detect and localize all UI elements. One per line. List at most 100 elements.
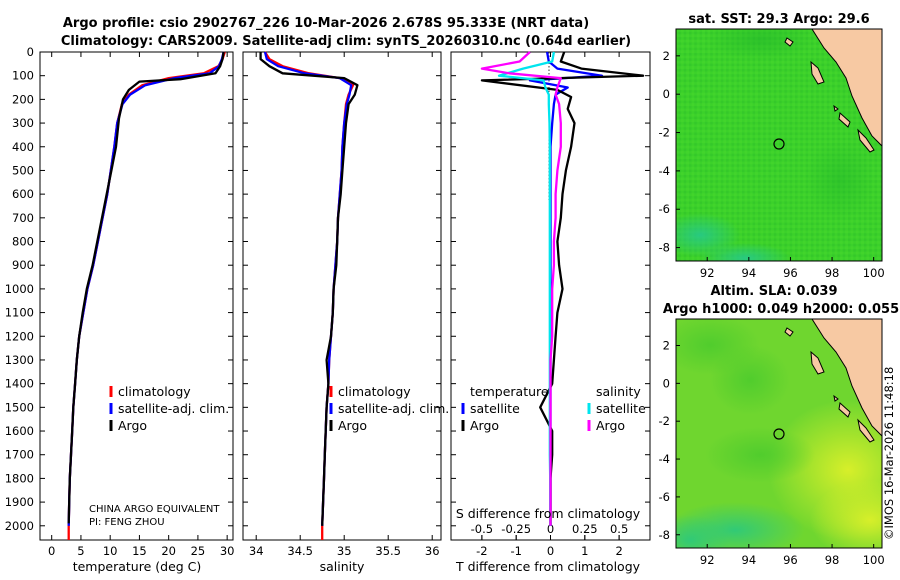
- series-line-satellite-adj-clim-: [263, 51, 353, 526]
- x-tick-label: 1: [581, 544, 588, 558]
- x-tick-label: -2: [476, 544, 487, 558]
- x-tick-label: -1: [510, 544, 521, 558]
- temperature-axes-frame: [39, 51, 234, 541]
- salinity-xlabel: salinity: [320, 559, 365, 574]
- map-y-tick-label: -2: [659, 414, 670, 428]
- sla-map-frame: [675, 318, 883, 549]
- sla-map-y-ticks: 2 0 -2 -4 -6 -8: [659, 338, 680, 542]
- depth-y-ticks: 0 100 200 300 400 500 600 700 800 900 1000 1100 1200…: [5, 45, 233, 533]
- y-tick-label: 400: [12, 140, 34, 154]
- difference-panel: -2 -1 0 1 2 -0.5 -0.25 0 0.25 0.5 T difference f…: [450, 51, 651, 574]
- temperature-panel: 0 5 10 15 20 25 30 0 100 200 300 400 500 600 700 800 90…: [5, 45, 235, 574]
- sla-map-subtitle: Argo h1000: 0.049 h2000: 0.055: [663, 302, 899, 317]
- salinity-legend: climatology satellite-adj. clim. Argo: [329, 384, 449, 433]
- simeulue-island: [784, 327, 794, 337]
- salinity-lines: [259, 51, 359, 540]
- salinity-axes-frame: [242, 51, 442, 541]
- legend-satellite-label: satellite-adj. clim.: [338, 401, 449, 416]
- series-line-salinity-argo: [480, 51, 562, 526]
- legend-t-argo-label: Argo: [470, 418, 499, 433]
- annotation-pi: PI: FENG ZHOU: [89, 517, 165, 528]
- x-tick-label: 36: [425, 544, 440, 558]
- nias-island: [810, 350, 825, 375]
- y-tick-label: 1400: [5, 377, 34, 391]
- y-tick-label: 1500: [5, 400, 34, 414]
- map-x-tick-label: 94: [742, 266, 757, 280]
- argo-position-marker: [773, 428, 785, 440]
- map-x-tick-label: 94: [742, 553, 757, 567]
- map-x-tick-label: 98: [825, 266, 840, 280]
- y-tick-label: 900: [12, 258, 34, 272]
- series-line-satellite-adj-clim-: [67, 51, 225, 526]
- legend-satellite-label: satellite-adj. clim.: [118, 401, 229, 416]
- map-x-tick-label: 98: [825, 553, 840, 567]
- x-tick-label: 2: [615, 544, 622, 558]
- sla-map-title: Altim. SLA: 0.039: [711, 284, 838, 299]
- x2-tick-label: -0.25: [501, 522, 531, 536]
- difference-y-ticks: [451, 51, 650, 527]
- series-line-argo: [67, 51, 225, 524]
- y-tick-label: 800: [12, 235, 34, 249]
- pagai-island: [857, 418, 875, 443]
- legend-climatology-label: climatology: [118, 384, 191, 399]
- y-tick-label: 1200: [5, 329, 34, 343]
- map-y-tick-label: -8: [659, 241, 670, 255]
- batu-island: [833, 104, 839, 112]
- x-tick-label: 25: [191, 544, 206, 558]
- map-y-tick-label: 2: [663, 338, 670, 352]
- temperature-x-ticks: 0 5 10 15 20 25 30: [48, 52, 234, 558]
- siberut-island: [838, 112, 851, 128]
- sumatra-land: [811, 29, 882, 147]
- salinity-x-ticks: 34 34.5 35 35.5 36: [249, 52, 440, 558]
- y-tick-label: 1800: [5, 471, 34, 485]
- y-tick-label: 1000: [5, 282, 34, 296]
- s-difference-xlabel: S difference from climatology: [456, 506, 641, 521]
- y-tick-label: 1300: [5, 353, 34, 367]
- y-tick-label: 1600: [5, 424, 34, 438]
- sla-field: [676, 319, 882, 548]
- series-line-temperature-satellite: [528, 51, 604, 526]
- x-tick-label: 0: [547, 544, 554, 558]
- y-tick-label: 600: [12, 187, 34, 201]
- x-tick-label: 34: [249, 544, 264, 558]
- argo-position-marker: [773, 138, 785, 150]
- pagai-island: [857, 128, 875, 153]
- x-tick-label: 10: [103, 544, 118, 558]
- sst-map-title: sat. SST: 29.3 Argo: 29.6: [688, 12, 869, 27]
- map-x-tick-label: 96: [783, 266, 798, 280]
- x-tick-label: 30: [220, 544, 235, 558]
- y-tick-label: 2000: [5, 519, 34, 533]
- map-y-tick-label: -2: [659, 126, 670, 140]
- series-line-argo: [259, 52, 359, 526]
- x-tick-label: 15: [132, 544, 147, 558]
- sumatra-land: [811, 319, 882, 437]
- legend-salinity-heading: salinity: [596, 384, 641, 399]
- temperature-xlabel: temperature (deg C): [73, 559, 202, 574]
- imos-credit: ©IMOS 16-Mar-2026 11:48:18: [882, 367, 896, 540]
- map-y-tick-label: -4: [659, 164, 670, 178]
- x-tick-label: 20: [161, 544, 176, 558]
- sla-map-x-ticks: 92 94 96 98 100: [700, 544, 885, 567]
- difference-lines: [480, 51, 645, 526]
- map-y-tick-label: 0: [663, 87, 670, 101]
- sst-map-x-ticks: 92 94 96 98 100: [700, 257, 885, 280]
- y-tick-label: 700: [12, 211, 34, 225]
- map-y-tick-label: -6: [659, 490, 670, 504]
- legend-t-satellite-label: satellite: [470, 401, 520, 416]
- difference-legend: temperature satellite Argo salinity sate…: [461, 384, 646, 433]
- sla-map: Altim. SLA: 0.039 Argo h1000: 0.049 h200…: [659, 284, 900, 567]
- x-tick-label: 35.5: [375, 544, 401, 558]
- temperature-lines: [67, 51, 226, 540]
- map-y-tick-label: -8: [659, 528, 670, 542]
- map-x-tick-label: 100: [863, 266, 885, 280]
- x-tick-label: 35: [337, 544, 352, 558]
- t-difference-xlabel: T difference from climatology: [455, 559, 641, 574]
- annotation-china-argo: CHINA ARGO EQUIVALENT: [89, 504, 220, 515]
- x2-tick-label: -0.5: [471, 522, 493, 536]
- x2-tick-label: 0: [547, 522, 554, 536]
- series-line-salinity-satellite: [497, 51, 556, 526]
- legend-temperature-heading: temperature: [470, 384, 549, 399]
- sst-map-frame: [675, 28, 883, 262]
- map-y-tick-label: -6: [659, 202, 670, 216]
